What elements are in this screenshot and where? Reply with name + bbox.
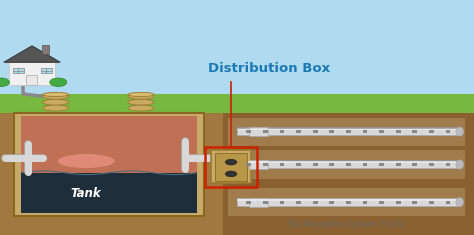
Bar [346,130,351,133]
Bar [429,201,434,204]
Circle shape [0,78,9,86]
Bar [329,163,334,166]
Bar [9,62,55,85]
Bar [237,198,460,207]
Circle shape [226,159,237,165]
Bar [249,198,268,207]
Ellipse shape [128,92,154,97]
Bar [21,116,197,213]
Bar [228,188,465,216]
Bar [249,160,268,169]
Bar [446,163,450,166]
Bar [412,130,417,133]
Bar [41,68,52,74]
Bar [346,163,351,166]
Bar [0,0,474,94]
Bar [280,163,284,166]
Text: Distribution Box: Distribution Box [208,62,330,75]
Ellipse shape [128,94,154,99]
Ellipse shape [58,154,115,168]
Bar [429,163,434,166]
Bar [211,150,251,183]
Bar [396,201,401,204]
Bar [237,199,460,201]
Bar [313,130,318,133]
Ellipse shape [128,105,154,111]
Bar [412,201,417,204]
Bar [446,201,450,204]
Ellipse shape [456,198,464,207]
Bar [223,113,474,235]
Bar [205,147,257,187]
Bar [446,130,450,133]
Bar [21,173,197,213]
Bar [228,150,465,179]
Circle shape [226,171,237,177]
Ellipse shape [456,127,464,136]
Bar [263,163,268,166]
Bar [379,201,384,204]
Bar [313,201,318,204]
Bar [0,94,474,113]
Bar [13,68,24,74]
Bar [396,163,401,166]
Bar [215,153,247,181]
Polygon shape [4,46,60,62]
Bar [246,201,251,204]
Bar [429,130,434,133]
Ellipse shape [43,105,69,111]
Bar [249,127,268,136]
Bar [396,130,401,133]
Text: Soil Absorption System (S.A.S): Soil Absorption System (S.A.S) [288,220,404,229]
Bar [263,201,268,204]
Bar [379,163,384,166]
Bar [26,75,36,85]
Bar [363,201,367,204]
Bar [21,116,197,173]
Bar [296,163,301,166]
Bar [237,161,460,163]
Bar [379,130,384,133]
Bar [412,163,417,166]
Bar [296,130,301,133]
Bar [280,201,284,204]
Ellipse shape [128,99,154,105]
Bar [263,130,268,133]
Bar [42,45,48,54]
Bar [363,130,367,133]
Bar [237,127,460,136]
Ellipse shape [43,99,69,105]
Bar [280,130,284,133]
Bar [363,163,367,166]
Bar [329,201,334,204]
Ellipse shape [43,92,69,97]
Bar [228,118,465,146]
Bar [237,161,460,168]
Circle shape [50,78,67,86]
Bar [346,201,351,204]
Bar [14,113,204,216]
Text: Tank: Tank [71,187,101,200]
Bar [237,128,460,135]
Bar [237,198,460,206]
Ellipse shape [456,160,464,169]
Bar [246,163,251,166]
Bar [237,129,460,130]
Bar [313,163,318,166]
Bar [246,130,251,133]
Bar [296,201,301,204]
Bar [329,130,334,133]
Bar [237,160,460,169]
Ellipse shape [43,94,69,99]
Bar [0,113,223,235]
